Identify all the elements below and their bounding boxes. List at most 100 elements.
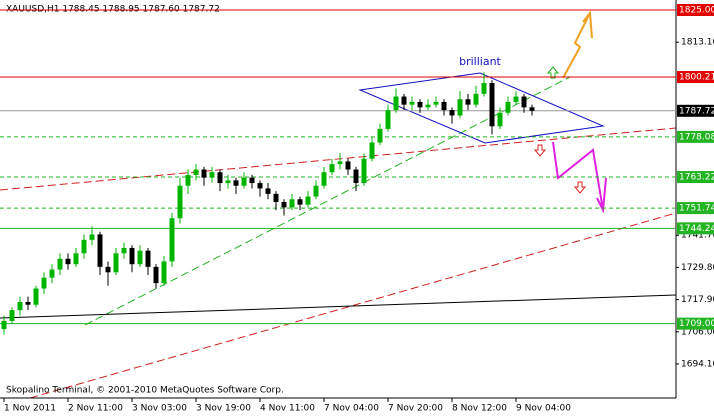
candle-body xyxy=(521,96,527,108)
level-label-box xyxy=(677,104,714,117)
trend-line xyxy=(0,294,677,319)
candle-body xyxy=(41,277,47,289)
level-label: 1778.08 xyxy=(679,132,714,142)
x-tick-label: 3 Nov 19:00 xyxy=(196,404,251,414)
candle-body xyxy=(73,253,79,265)
candle-body xyxy=(225,180,231,184)
up-arrow xyxy=(546,66,560,79)
level-label-box xyxy=(677,4,714,17)
level-label-box xyxy=(677,130,714,143)
y-tick-label: 1741.70 xyxy=(681,231,714,241)
annotation: brilliant xyxy=(459,55,501,68)
level-label-box xyxy=(677,202,714,215)
candle-body xyxy=(97,234,103,267)
candle-body xyxy=(17,302,23,311)
level-label: 1709.00 xyxy=(679,319,714,329)
candle-body xyxy=(345,161,351,170)
x-tick-label: 1 Nov 2011 xyxy=(4,404,56,414)
candle-body xyxy=(465,99,471,105)
candle-body xyxy=(353,169,359,184)
candle-body xyxy=(249,177,255,184)
candle-body xyxy=(193,169,199,175)
candle-body xyxy=(217,172,223,184)
down-arrow xyxy=(573,181,587,194)
candle-body xyxy=(177,185,183,219)
diamond-pattern xyxy=(358,72,605,144)
candle-body xyxy=(257,183,263,189)
candle-body xyxy=(377,128,383,143)
candle-body xyxy=(473,93,479,105)
x-tick-label: 2 Nov 11:00 xyxy=(68,404,123,414)
x-tick-label: 7 Nov 04:00 xyxy=(324,404,379,414)
candle-body xyxy=(169,218,175,262)
x-tick-label: 4 Nov 11:00 xyxy=(260,404,315,414)
candle-body xyxy=(393,96,399,111)
candle-body xyxy=(145,250,151,267)
candle-body xyxy=(337,161,343,165)
x-tick-label: 7 Nov 20:00 xyxy=(388,404,443,414)
drawings xyxy=(0,10,677,399)
candle-body xyxy=(457,99,463,116)
candle-body xyxy=(185,174,191,186)
candle-body xyxy=(289,199,295,208)
trend-line xyxy=(84,76,571,326)
candle-body xyxy=(505,101,511,113)
y-tick-label: 1729.80 xyxy=(681,263,714,273)
level-label-box xyxy=(677,71,714,84)
candle-body xyxy=(57,258,63,270)
candle-body xyxy=(121,247,127,254)
chart-title: XAUUSD,H1 1788.45 1788.95 1787.60 1787.7… xyxy=(6,5,220,15)
candle-body xyxy=(329,164,335,173)
candle-body xyxy=(313,185,319,197)
candle-body xyxy=(1,320,7,330)
x-tick-label: 9 Nov 04:00 xyxy=(516,404,571,414)
y-tick-label: 1694.10 xyxy=(681,359,714,369)
candle-body xyxy=(9,310,15,321)
candle-body xyxy=(409,101,415,105)
candle-body xyxy=(65,258,71,265)
level-label: 1800.21 xyxy=(679,73,714,83)
y-tick-label: 1706.00 xyxy=(681,327,714,337)
candle-body xyxy=(89,234,95,240)
candle-body xyxy=(385,110,391,129)
candle-body xyxy=(281,201,287,208)
candle-body xyxy=(489,83,495,127)
trend-line xyxy=(29,212,677,399)
x-tick-label: 3 Nov 03:00 xyxy=(132,404,187,414)
arrow-head xyxy=(596,177,607,214)
candle-body xyxy=(233,180,239,186)
level-label: 1744.24 xyxy=(679,224,714,234)
arrow-head xyxy=(582,10,593,39)
candle-body xyxy=(433,101,439,105)
candle-body xyxy=(441,101,447,111)
candle-body xyxy=(273,193,279,202)
level-label: 1787.72 xyxy=(679,106,714,116)
candle-body xyxy=(425,104,431,108)
candle-body xyxy=(129,247,135,265)
candle-body xyxy=(497,112,503,127)
candle-body xyxy=(481,83,487,94)
candle-body xyxy=(369,142,375,159)
level-label: 1751.74 xyxy=(679,204,714,214)
candle-body xyxy=(105,266,111,273)
y-tick-label: 1813.10 xyxy=(681,38,714,48)
candle-body xyxy=(113,253,119,273)
candle-body xyxy=(33,288,39,305)
candle-body xyxy=(153,266,159,284)
level-label-box xyxy=(677,317,714,330)
x-tick-label: 8 Nov 12:00 xyxy=(452,404,507,414)
candle-body xyxy=(49,269,55,278)
level-label: 1763.22 xyxy=(679,173,714,183)
projection-arrow xyxy=(552,141,604,211)
level-label-box xyxy=(677,222,714,235)
candle-body xyxy=(265,188,271,194)
candle-body xyxy=(297,199,303,205)
trend-line xyxy=(0,127,677,191)
projection-arrow xyxy=(562,12,591,79)
candle-body xyxy=(201,169,207,178)
candle-body xyxy=(305,196,311,205)
level-label: 1825.00 xyxy=(679,6,714,16)
candle-body xyxy=(161,261,167,284)
level-label-box xyxy=(677,171,714,184)
